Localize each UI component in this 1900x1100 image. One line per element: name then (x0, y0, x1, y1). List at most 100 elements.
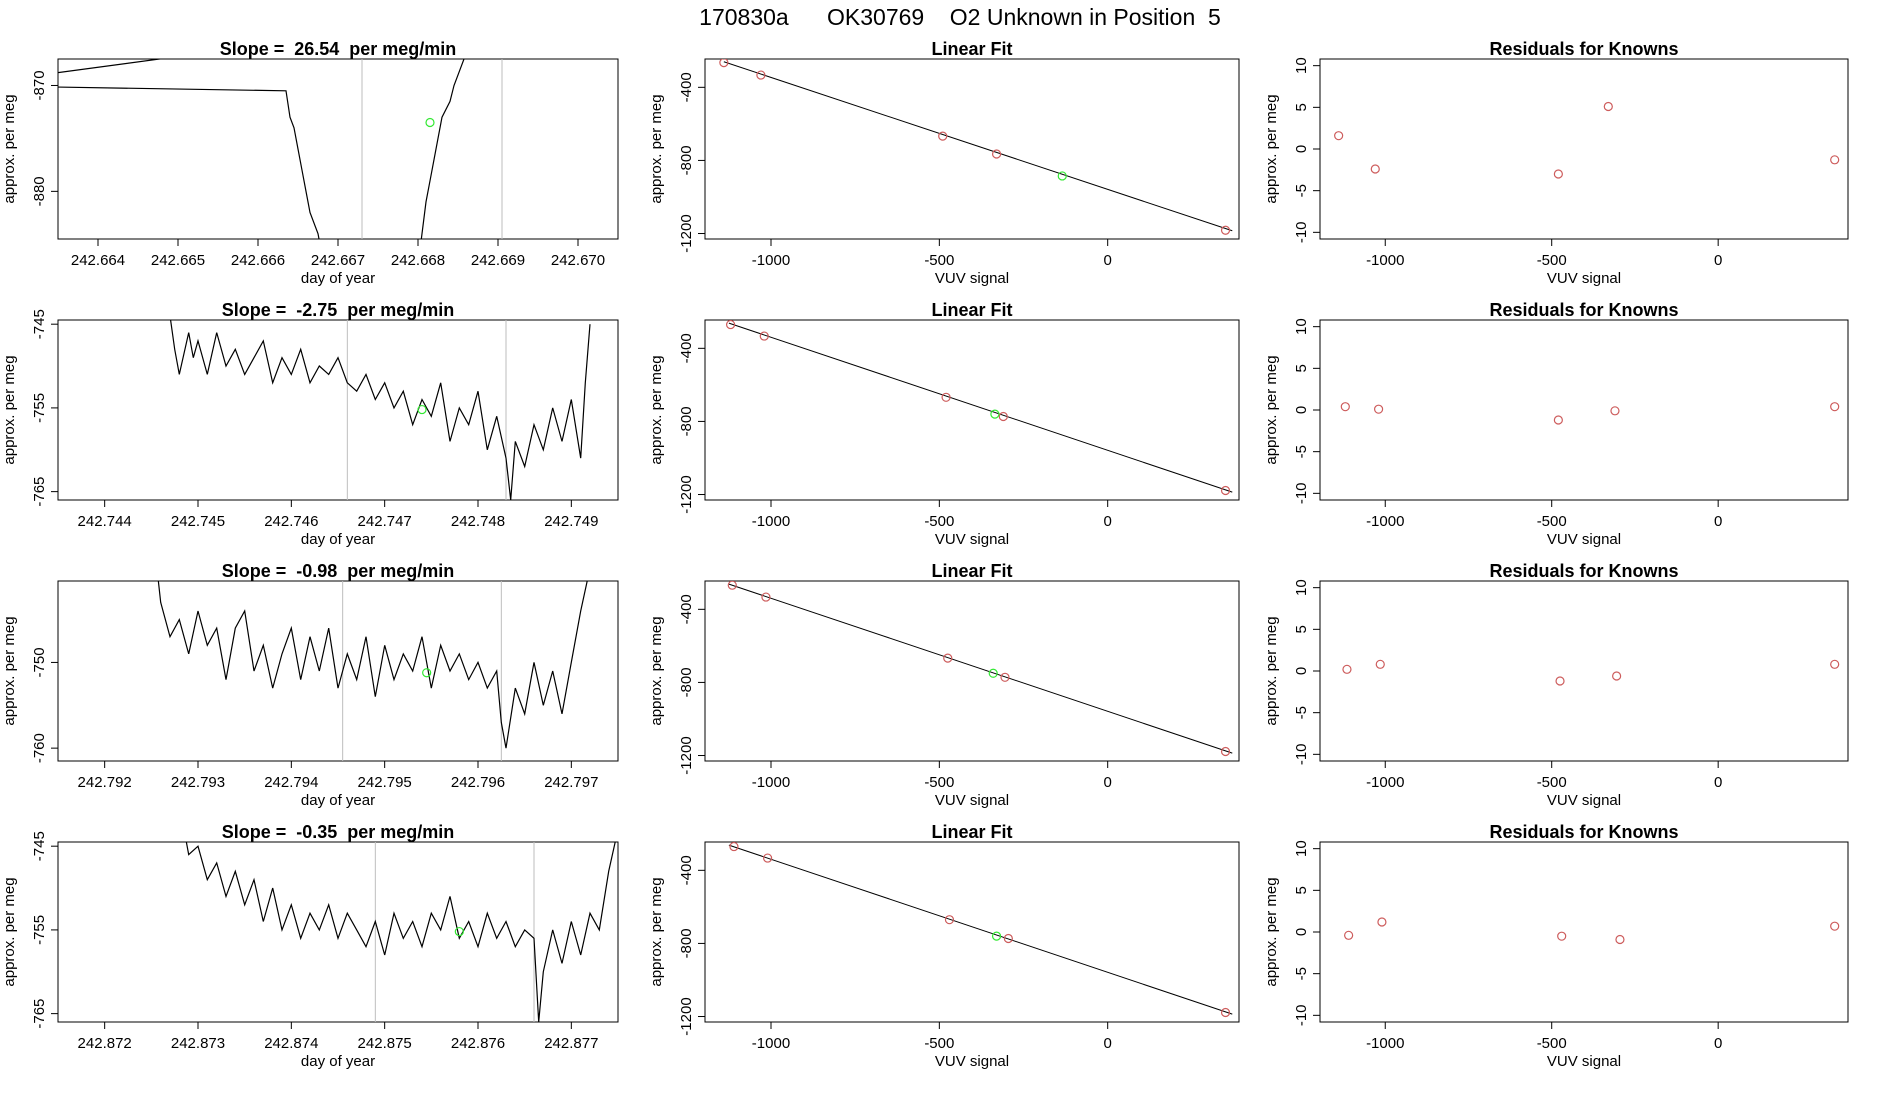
x-axis-label: VUV signal (935, 531, 1009, 548)
plot-frame (57, 580, 619, 762)
y-axis: -745 -755 -765 (31, 309, 58, 507)
y-tick-label: 10 (1293, 579, 1310, 596)
x-tick-label: -1000 (752, 774, 790, 791)
x-tick-label: 242.876 (451, 1035, 505, 1052)
chart-title: Residuals for Knowns (1489, 822, 1678, 842)
x-tick-label: 242.795 (358, 774, 412, 791)
x-tick-label: -500 (1537, 252, 1567, 269)
x-tick-label: 242.749 (544, 513, 598, 530)
x-axis: -1000 -500 0 (752, 1022, 1112, 1052)
plot-frame (1319, 58, 1849, 240)
unknown-point (991, 931, 1002, 941)
x-tick-label: 0 (1104, 252, 1112, 269)
known-point (1557, 931, 1567, 941)
chart-title: Slope = 26.54 per meg/min (220, 39, 457, 59)
data-trace (420, 59, 465, 239)
x-tick-label: 0 (1714, 1035, 1722, 1052)
known-point (1830, 155, 1840, 165)
unknown-point (990, 409, 1000, 419)
known-point (725, 320, 736, 330)
x-tick-label: 242.873 (171, 1035, 225, 1052)
fit-line (728, 322, 1233, 493)
known-point (719, 59, 729, 68)
known-point (1553, 169, 1563, 179)
data-trace (169, 320, 591, 500)
y-tick-label: -750 (31, 647, 48, 677)
x-tick-label: -500 (924, 252, 954, 269)
y-tick-label: -800 (678, 667, 695, 697)
y-axis-label: approx. per meg (1, 877, 18, 986)
x-tick-label: -500 (924, 1035, 954, 1052)
known-point (1830, 921, 1840, 931)
x-tick-label: 242.747 (358, 513, 412, 530)
plot-frame (1319, 841, 1849, 1023)
plot-frame (57, 319, 619, 501)
chart-title: Slope = -0.98 per meg/min (222, 561, 455, 581)
x-tick-label: -1000 (752, 513, 790, 530)
known-point (1344, 930, 1354, 940)
known-point (941, 392, 951, 402)
known-point (763, 853, 773, 863)
x-tick-label: 0 (1714, 513, 1722, 530)
x-axis: -1000 -500 0 (1366, 761, 1722, 791)
chart-title: Linear Fit (931, 822, 1012, 842)
plot-area (1340, 402, 1840, 425)
x-tick-label: 242.874 (264, 1035, 318, 1052)
x-axis-label: VUV signal (1547, 792, 1621, 809)
chart-title: Slope = -2.75 per meg/min (222, 300, 455, 320)
plot-area (1334, 101, 1840, 179)
unknown-point (1057, 171, 1067, 181)
y-tick-label: 10 (1293, 840, 1310, 857)
chart-title: Residuals for Knowns (1489, 300, 1678, 320)
chart-panel-8: Linear Fit -1000 -500 0 VUV signal -400 -800 -1… (648, 561, 1240, 809)
chart-panel-12: Residuals for Knowns -1000 -500 0 VUV signal… (1263, 822, 1849, 1070)
plot-frame (704, 58, 1240, 240)
y-tick-label: 5 (1293, 364, 1310, 372)
data-trace (58, 59, 320, 239)
x-tick-label: -1000 (752, 252, 790, 269)
x-tick-label: 0 (1714, 774, 1722, 791)
y-tick-label: -800 (678, 928, 695, 958)
plot-area (157, 581, 588, 761)
known-point (727, 581, 737, 590)
known-point (1612, 671, 1622, 681)
y-axis: 10 5 0 -5 -10 (1293, 840, 1320, 1026)
y-axis: -745 -755 -765 (31, 831, 58, 1029)
chart-title: Residuals for Knowns (1489, 39, 1678, 59)
plot-area (1344, 917, 1840, 945)
plot-area (185, 842, 616, 1022)
unknown-point (454, 926, 464, 937)
y-tick-label: -800 (678, 406, 695, 436)
plot-area (719, 59, 1233, 235)
chart-panel-3: Residuals for Knowns -1000 -500 0 VUV signal… (1263, 39, 1849, 287)
y-axis-label: approx. per meg (1263, 616, 1280, 725)
x-axis-label: day of year (301, 1053, 375, 1070)
y-axis-label: approx. per meg (648, 877, 665, 986)
x-axis-label: day of year (301, 270, 375, 287)
known-point (1334, 131, 1344, 141)
chart-title: Linear Fit (931, 561, 1012, 581)
x-tick-label: 242.744 (78, 513, 132, 530)
x-tick-label: -500 (924, 513, 954, 530)
y-tick-label: -1200 (678, 475, 695, 513)
x-tick-label: 242.748 (451, 513, 505, 530)
x-tick-label: 0 (1104, 774, 1112, 791)
x-axis: 242.664 242.665 242.666 242.667 242.668 242.6… (71, 239, 605, 269)
x-tick-label: 242.667 (311, 252, 365, 269)
y-axis: 10 5 0 -5 -10 (1293, 57, 1320, 243)
known-point (1615, 934, 1625, 945)
x-tick-label: -1000 (1366, 252, 1404, 269)
unknown-point (988, 668, 998, 678)
known-point (1373, 404, 1384, 414)
x-tick-label: 242.796 (451, 774, 505, 791)
y-tick-label: -755 (31, 393, 48, 423)
x-tick-label: 242.669 (471, 252, 525, 269)
x-tick-label: 242.666 (231, 252, 285, 269)
fit-line (723, 61, 1233, 232)
chart-title: Linear Fit (931, 39, 1012, 59)
y-tick-label: -1200 (678, 997, 695, 1035)
y-tick-label: -765 (31, 999, 48, 1029)
chart-title: Residuals for Knowns (1489, 561, 1678, 581)
